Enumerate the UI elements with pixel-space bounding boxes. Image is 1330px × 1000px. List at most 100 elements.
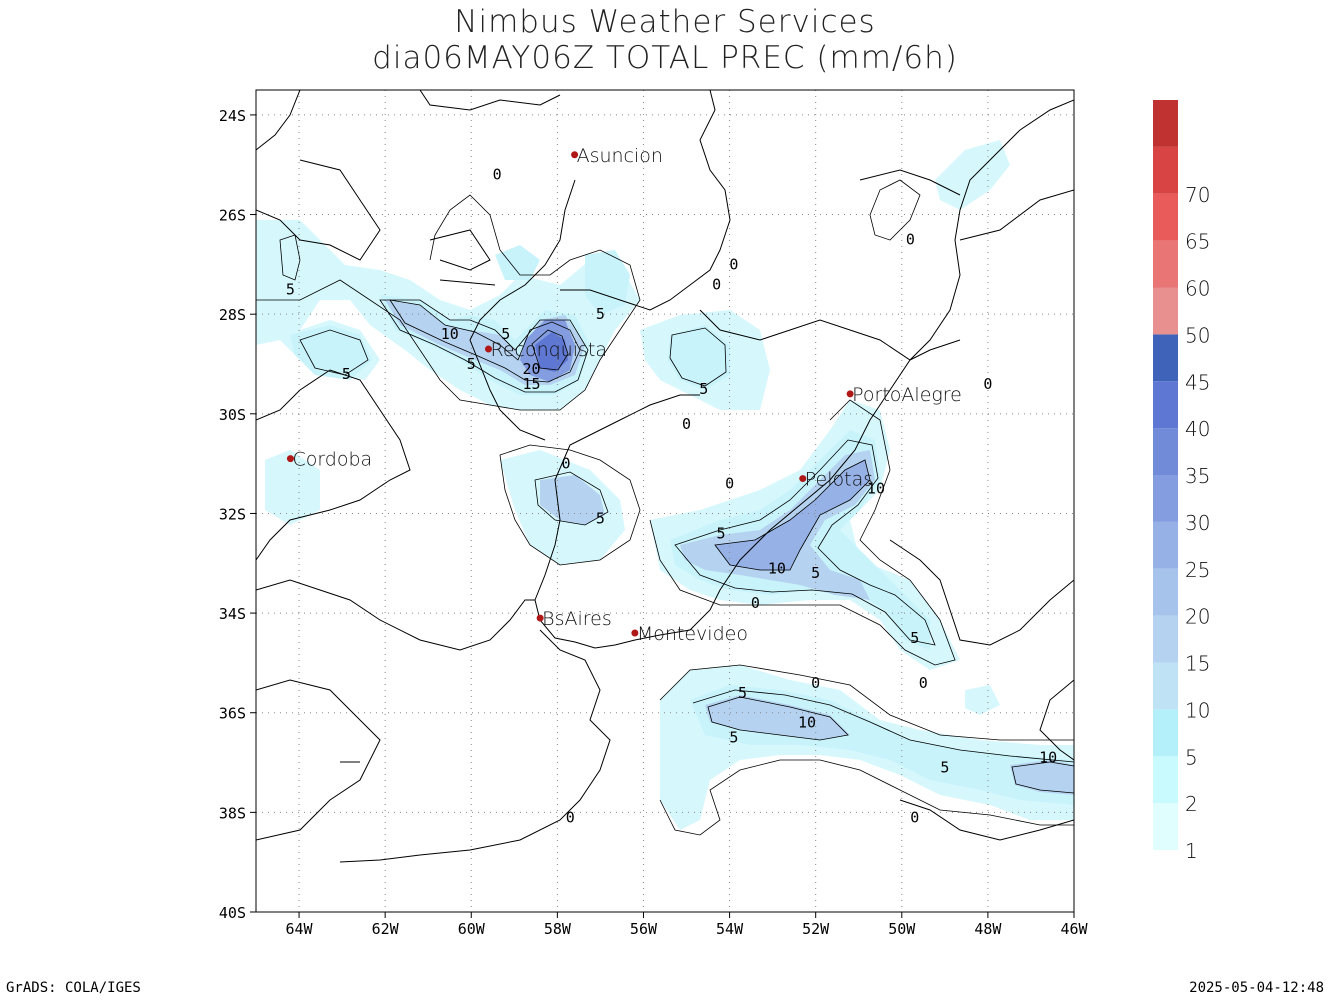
- province-border-4: [439, 279, 496, 286]
- contour-10-southeast: [1011, 761, 1074, 794]
- precip-area-cordoba: [265, 450, 320, 525]
- colorbar-swatch: [1153, 615, 1178, 663]
- contour-0-south: [659, 759, 1074, 836]
- colorbar-swatch: [1153, 475, 1178, 522]
- lat-tick-label: 40S: [219, 904, 246, 922]
- contour-label: 0: [682, 415, 691, 433]
- colorbar-swatch: [1153, 240, 1178, 288]
- city-label: Montevideo: [637, 623, 748, 645]
- lon-tick-label: 58W: [544, 920, 572, 938]
- contour-label: 0: [561, 455, 570, 473]
- contour-label: 5: [501, 325, 510, 343]
- map-title: Nimbus Weather Services: [454, 4, 876, 40]
- contour-label: 10: [768, 559, 786, 577]
- contour-label: 5: [596, 305, 605, 323]
- map-subtitle: dia06MAY06Z TOTAL PREC (mm/6h): [372, 40, 958, 76]
- contour-label: 0: [983, 375, 992, 393]
- province-border-3: [429, 229, 491, 271]
- contour-label: 10: [867, 480, 885, 498]
- colorbar-label: 15: [1185, 652, 1210, 676]
- coast-east-south: [1039, 679, 1074, 761]
- lon-tick-label: 46W: [1060, 920, 1088, 938]
- lon-tick-label: 54W: [716, 920, 744, 938]
- contour-label: 5: [286, 280, 295, 298]
- contour-5-coast: [674, 439, 936, 646]
- colorbar-swatch: [1153, 193, 1178, 241]
- contour-label: 5: [729, 729, 738, 747]
- contour-20-nw: [531, 329, 569, 371]
- lon-tick-label: 52W: [802, 920, 830, 938]
- precip-area-asuncion: [495, 245, 540, 280]
- lon-tick-label: 56W: [630, 920, 658, 938]
- contour-5-east: [669, 327, 727, 387]
- lat-tick-label: 36S: [219, 705, 246, 723]
- colorbar-label: 25: [1185, 558, 1210, 582]
- colorbar-swatch: [1153, 568, 1178, 616]
- colorbar-swatch: [1153, 381, 1178, 429]
- colorbar-swatch: [1153, 287, 1178, 335]
- colorbar-label: 20: [1185, 605, 1210, 629]
- contour-label: 5: [811, 564, 820, 582]
- contour-label: 0: [566, 808, 575, 826]
- contour-label: 0: [751, 594, 760, 612]
- city-dot: [286, 455, 294, 463]
- colorbar-label: 2: [1185, 792, 1198, 816]
- contour-label: 5: [910, 629, 919, 647]
- contour-label: 5: [738, 684, 747, 702]
- city-markers: Asuncion Reconquista PortoAlegre Cordoba Pel…: [286, 145, 962, 645]
- parana-river: [479, 364, 546, 441]
- footer-left-credit: GrADS: COLA/IGES: [6, 980, 141, 996]
- coast-east-south-2: [899, 799, 1074, 841]
- city-label: Cordoba: [292, 449, 372, 471]
- contour-5-west: [299, 329, 369, 376]
- colorbar-label: 35: [1185, 464, 1210, 488]
- colorbar-swatch: [1153, 146, 1178, 194]
- contour-5-nw: [379, 299, 589, 393]
- contour-0-north-ne: [869, 179, 921, 241]
- colorbar-swatch: [1153, 662, 1178, 710]
- contour-label: 0: [493, 166, 502, 184]
- contour-label: 0: [919, 674, 928, 692]
- map-frame: [255, 89, 1075, 913]
- colorbar-swatch: [1153, 521, 1178, 569]
- lon-tick-label: 64W: [286, 920, 314, 938]
- contour-5-south: [692, 689, 1074, 763]
- uruguay-river: [544, 394, 700, 576]
- lat-tick-label: 28S: [219, 306, 246, 324]
- lon-tick-label: 48W: [974, 920, 1002, 938]
- colorbar-label: 30: [1185, 511, 1210, 535]
- contour-label: 10: [1039, 749, 1057, 767]
- colorbar-label: 50: [1185, 323, 1210, 347]
- contour-5-farwest: [279, 234, 301, 281]
- contour-label: 15: [523, 375, 541, 393]
- city-label: Pelotas: [805, 469, 873, 491]
- city-label: Asuncion: [577, 145, 663, 167]
- longitude-axis: 64W 62W 60W 58W 56W 54W 52W 50W 48W 46W: [286, 912, 1089, 938]
- coast-east-mid: [889, 539, 1074, 646]
- colorbar-swatch: [1153, 100, 1178, 147]
- lon-tick-label: 50W: [888, 920, 916, 938]
- contour-0-nw: [256, 194, 641, 411]
- colorbar-swatch: [1153, 756, 1178, 804]
- precip-area-south-core: [705, 695, 850, 740]
- precip-area-coast-deep: [715, 460, 870, 570]
- contour-label: 0: [811, 674, 820, 692]
- contour-label: 5: [596, 509, 605, 527]
- contour-label: 5: [699, 380, 708, 398]
- contour-label: 0: [712, 275, 721, 293]
- city-dot: [799, 475, 807, 483]
- city-label: PortoAlegre: [852, 384, 962, 406]
- contour-label: 10: [441, 325, 459, 343]
- contour-0-se: [649, 399, 956, 666]
- argentina-border-north: [256, 90, 301, 151]
- brazil-state-border-2: [859, 169, 961, 196]
- contour-10-south: [707, 696, 849, 741]
- precip-area-nw-core3: [535, 332, 568, 372]
- colorbar-label: 65: [1185, 230, 1210, 254]
- province-border-5: [256, 679, 381, 841]
- latitude-axis: 24S 26S 28S 30S 32S 34S 36S 38S 40S: [219, 107, 256, 922]
- contour-label: 0: [910, 808, 919, 826]
- contour-label: 5: [342, 365, 351, 383]
